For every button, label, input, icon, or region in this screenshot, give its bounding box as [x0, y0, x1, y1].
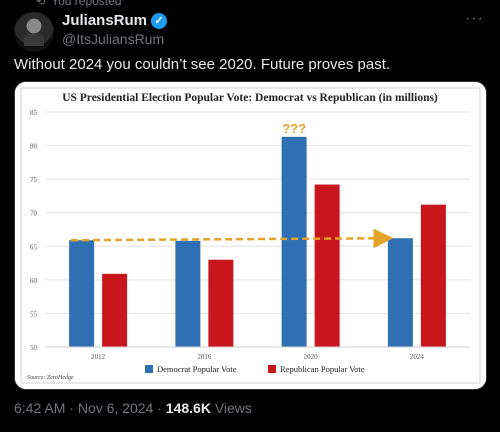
views-count: 148.6K — [165, 400, 211, 416]
bar-republican — [420, 204, 446, 347]
chart-source: Source: ZeroHedge — [27, 375, 74, 381]
bar-republican — [102, 273, 128, 347]
legend-label-democrat: Democrat Popular Vote — [157, 364, 237, 374]
bar-democrat — [69, 240, 95, 347]
chart-title: US Presidential Election Popular Vote: D… — [62, 92, 438, 104]
popular-vote-chart: US Presidential Election Popular Vote: D… — [15, 82, 486, 389]
trend-arrow — [71, 228, 394, 249]
meta-separator: · — [157, 400, 162, 416]
y-tick-label: 65 — [30, 243, 38, 251]
x-tick-label: 2012 — [91, 353, 106, 361]
annotation-question-marks: ??? — [282, 121, 306, 136]
bar-democrat — [387, 238, 413, 347]
tweet-media[interactable]: US Presidential Election Popular Vote: D… — [14, 81, 487, 390]
views-label: Views — [214, 400, 252, 416]
plot-area: 50 55 60 65 70 75 80 85 2012 2016 2020 2024??? Democ… — [30, 109, 470, 374]
repost-icon: ⟲ — [36, 0, 46, 8]
repost-indicator: ⟲ You reposted — [36, 0, 122, 8]
author-handle[interactable]: @ItsJuliansRum — [62, 31, 165, 47]
tweet-text: Without 2024 you couldn’t see 2020. Futu… — [14, 56, 391, 73]
y-tick-label: 75 — [30, 176, 38, 184]
legend-swatch-democrat — [145, 365, 153, 373]
x-tick-label: 2020 — [304, 353, 319, 361]
bar-republican — [314, 184, 340, 347]
tweet-timestamp: 6:42 AM · Nov 6, 2024 · 148.6K Views — [14, 400, 252, 416]
avatar[interactable] — [14, 12, 54, 52]
legend-swatch-republican — [268, 365, 276, 373]
author-name-text: JuliansRum — [62, 12, 148, 29]
y-tick-label: 50 — [30, 344, 38, 352]
author-name[interactable]: JuliansRum ✓ — [62, 12, 168, 29]
date[interactable]: Nov 6, 2024 — [77, 400, 154, 416]
x-tick-label: 2024 — [410, 353, 425, 361]
y-tick-label: 60 — [30, 277, 38, 285]
y-tick-label: 70 — [30, 210, 38, 218]
bar-democrat — [281, 136, 307, 347]
repost-label: You reposted — [51, 0, 122, 8]
x-tick-label: 2016 — [197, 353, 212, 361]
verified-badge-icon: ✓ — [151, 12, 168, 29]
legend-label-republican: Republican Popular Vote — [280, 364, 365, 374]
more-icon[interactable]: ··· — [465, 10, 484, 27]
y-tick-label: 85 — [30, 109, 38, 117]
y-tick-label: 55 — [30, 310, 38, 318]
bar-republican — [208, 259, 234, 347]
bar-democrat — [175, 240, 201, 347]
time[interactable]: 6:42 AM — [14, 400, 66, 416]
y-tick-label: 80 — [30, 143, 38, 151]
